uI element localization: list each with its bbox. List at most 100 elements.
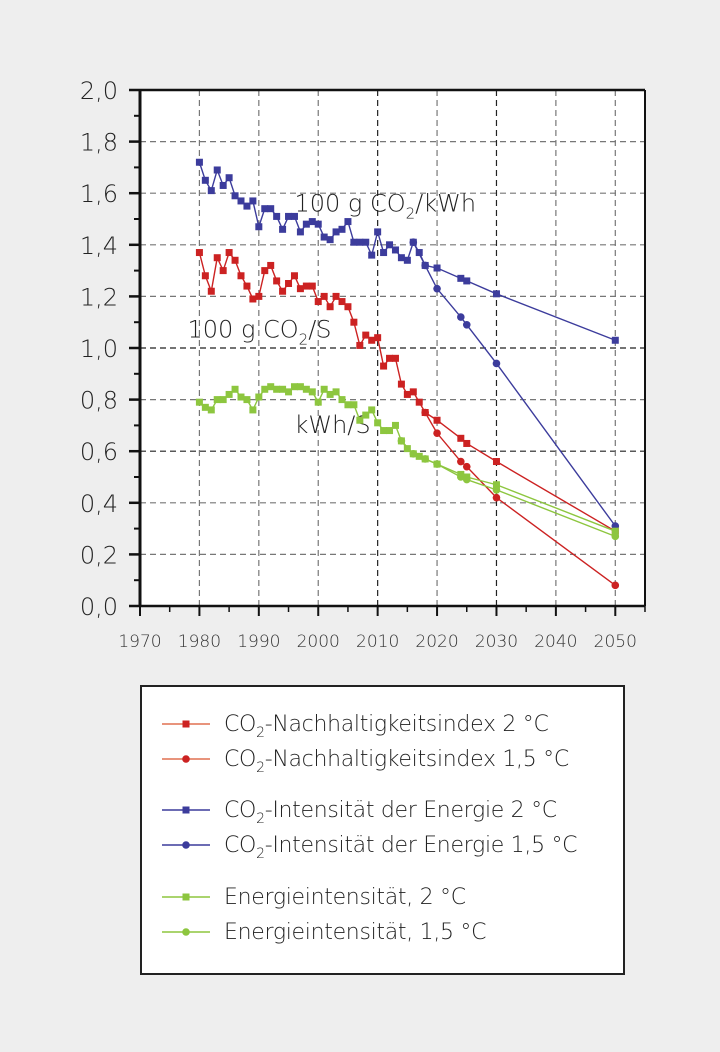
data-point: [362, 411, 370, 419]
data-point: [267, 383, 275, 391]
data-point: [243, 282, 251, 290]
data-point: [320, 233, 328, 241]
data-point: [380, 362, 388, 370]
data-point: [314, 298, 322, 306]
data-point: [296, 383, 304, 391]
y-tick-label: 0,6: [80, 438, 118, 466]
data-point: [279, 287, 287, 295]
y-tick-label: 0,0: [80, 593, 118, 621]
data-point: [296, 228, 304, 236]
data-point: [338, 298, 346, 306]
data-point: [409, 238, 418, 247]
chart: 0,0 0,2 0,4 0,6 0,8 1,0 1,2 1,4 1,6 1,8 2,0 1970 198…: [80, 77, 646, 652]
data-point: [391, 421, 399, 429]
data-point: [195, 249, 203, 257]
data-point: [356, 238, 364, 246]
data-point: [302, 385, 310, 393]
data-point: [409, 388, 417, 396]
data-point: [457, 274, 465, 282]
data-point: [219, 396, 227, 404]
legend-label: Energieintensität, 2 °C: [224, 884, 466, 910]
y-tick-label: 1,4: [80, 232, 118, 260]
data-point: [421, 455, 429, 463]
data-point: [374, 419, 382, 427]
legend-marker: [162, 841, 210, 849]
data-point: [195, 158, 203, 166]
data-point: [261, 267, 269, 275]
data-point: [463, 439, 471, 447]
data-point: [457, 434, 465, 442]
data-point: [320, 292, 328, 300]
legend-marker: [162, 806, 210, 814]
data-point: [362, 238, 370, 246]
data-point: [231, 256, 239, 264]
data-point: [332, 228, 340, 236]
y-tick-label: 2,0: [80, 77, 118, 105]
legend-item: CO2-Nachhaltigkeitsindex 1,5 °C: [162, 744, 569, 776]
data-point: [273, 385, 281, 393]
data-point: [237, 393, 245, 401]
data-point: [296, 285, 304, 293]
data-point: [207, 406, 215, 414]
data-point: [285, 212, 293, 220]
data-point: [368, 406, 376, 414]
data-point: [237, 197, 245, 205]
x-tick-label: 2040: [534, 632, 577, 652]
data-point: [409, 449, 418, 458]
data-point: [463, 277, 471, 285]
series-line: [424, 412, 616, 586]
x-tick-label: 1980: [178, 632, 221, 652]
x-tick-label: 2000: [297, 632, 340, 652]
data-point: [314, 220, 322, 228]
data-point: [267, 261, 275, 269]
series-4: [409, 238, 620, 530]
series-6: [397, 437, 620, 541]
legend-item: Energieintensität, 2 °C: [162, 882, 466, 912]
data-point: [421, 261, 429, 270]
data-point: [243, 202, 251, 210]
data-point: [338, 396, 346, 404]
data-point: [255, 292, 263, 300]
legend-item: Energieintensität, 1,5 °C: [162, 917, 486, 947]
data-point: [368, 251, 376, 259]
legend-label: CO2-Intensität der Energie 1,5 °C: [224, 832, 578, 862]
data-point: [380, 427, 388, 435]
data-point: [201, 176, 209, 184]
legend-marker: [162, 720, 210, 728]
series-1: [195, 249, 619, 535]
data-point: [302, 220, 310, 228]
legend-label: Energieintensität, 1,5 °C: [224, 919, 487, 945]
data-point: [279, 385, 287, 393]
data-point: [492, 486, 501, 494]
data-point: [302, 282, 310, 290]
y-tick-label: 1,8: [80, 129, 118, 157]
annotation-label: kWh/S: [294, 411, 370, 439]
data-point: [386, 354, 394, 362]
data-point: [350, 401, 358, 409]
data-point: [332, 388, 340, 396]
data-point: [403, 445, 411, 453]
data-point: [457, 457, 465, 466]
x-tick-label: 2030: [475, 632, 518, 652]
legend-label: CO2-Nachhaltigkeitsindex 1,5 °C: [224, 746, 569, 776]
x-tick-label: 2020: [415, 632, 458, 652]
data-point: [611, 336, 619, 344]
data-point: [326, 236, 334, 244]
data-point: [350, 238, 358, 246]
annotation-label: 100 g CO2/S: [188, 316, 332, 349]
data-point: [201, 272, 209, 280]
data-point: [219, 181, 227, 189]
data-point: [350, 318, 358, 326]
data-point: [255, 223, 263, 231]
data-point: [374, 334, 382, 342]
data-point: [397, 437, 406, 445]
data-point: [433, 264, 441, 272]
x-tick-label: 2010: [356, 632, 399, 652]
data-point: [433, 416, 441, 424]
data-point: [285, 280, 293, 287]
data-point: [237, 272, 245, 280]
data-point: [344, 218, 352, 226]
data-point: [308, 388, 316, 396]
data-point: [213, 396, 221, 404]
data-point: [391, 246, 399, 254]
